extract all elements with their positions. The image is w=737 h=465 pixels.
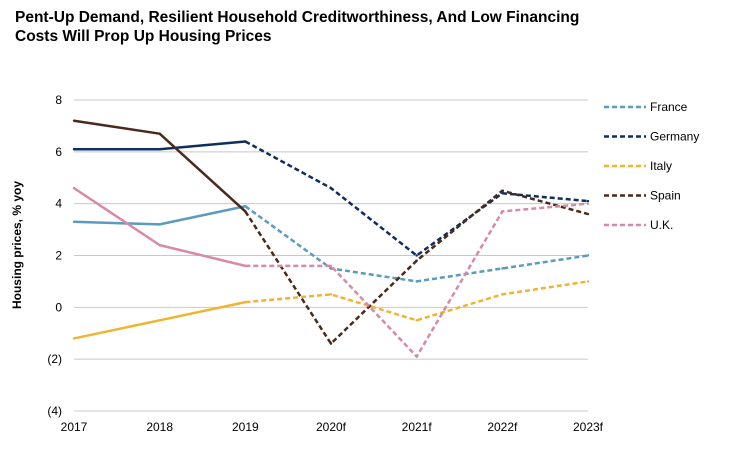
- legend-label: Spain: [650, 189, 681, 203]
- data-point: [329, 186, 333, 190]
- data-point: [72, 186, 76, 190]
- data-point: [329, 267, 333, 270]
- data-point: [329, 264, 333, 268]
- y-tick-label: 6: [55, 145, 62, 159]
- data-point: [158, 148, 161, 151]
- data-point: [158, 319, 161, 322]
- data-point: [72, 148, 76, 151]
- x-tick-label: 2022f: [487, 420, 518, 434]
- legend: France Germany Italy Spain U.K.: [604, 100, 699, 232]
- series-line-actual: [73, 187, 246, 268]
- data-point: [329, 293, 333, 296]
- legend-item: Germany: [604, 130, 699, 144]
- data-point: [415, 254, 418, 257]
- data-point: [415, 259, 418, 262]
- data-point: [415, 319, 418, 322]
- data-point: [501, 267, 504, 270]
- data-point: [244, 264, 247, 268]
- y-axis-label: Housing prices, % yoy: [10, 181, 24, 309]
- x-tick-label: 2021f: [402, 420, 433, 434]
- y-tick-label: (2): [47, 352, 62, 366]
- series-uk: [72, 186, 590, 358]
- data-point: [586, 199, 590, 203]
- y-tick-label: 8: [55, 93, 62, 107]
- data-point: [501, 189, 504, 192]
- series-line-forecast: [244, 205, 589, 283]
- x-axis-ticks: 2017 2018 2019 2020f 2021f 2022f 2023f: [61, 420, 604, 434]
- y-tick-label: 0: [55, 300, 62, 314]
- series-france: [72, 205, 590, 283]
- x-tick-label: 2019: [232, 420, 259, 434]
- legend-item: Spain: [604, 189, 681, 203]
- data-point: [72, 337, 76, 340]
- data-point: [158, 243, 161, 247]
- data-point: [72, 220, 76, 224]
- data-point: [586, 202, 590, 205]
- series-italy: [72, 280, 590, 340]
- series-line-forecast: [245, 280, 589, 322]
- x-tick-label: 2020f: [316, 420, 347, 434]
- data-point: [244, 210, 247, 213]
- data-point: [501, 210, 504, 213]
- data-point: [586, 254, 590, 257]
- series-germany: [72, 140, 590, 257]
- series-spain: [72, 119, 590, 345]
- legend-item: U.K.: [604, 218, 673, 232]
- x-tick-label: 2023f: [573, 420, 604, 434]
- data-point: [415, 355, 418, 358]
- data-point: [244, 140, 247, 143]
- series-line-forecast: [245, 202, 589, 358]
- y-tick-label: (4): [47, 404, 62, 418]
- series-layer: [72, 119, 590, 358]
- data-point: [586, 280, 590, 283]
- data-point: [329, 342, 333, 345]
- legend-item: Italy: [604, 159, 672, 173]
- data-point: [415, 280, 418, 283]
- legend-label: Germany: [650, 130, 699, 144]
- x-tick-label: 2018: [146, 420, 173, 434]
- data-point: [158, 132, 161, 135]
- gridlines: [74, 99, 588, 412]
- legend-label: U.K.: [650, 218, 673, 232]
- data-point: [158, 223, 161, 226]
- data-point: [501, 293, 504, 296]
- y-tick-label: 2: [55, 249, 62, 263]
- data-point: [586, 212, 590, 216]
- data-point: [244, 300, 247, 304]
- series-line-actual: [73, 205, 246, 226]
- legend-item: France: [604, 100, 688, 114]
- y-tick-label: 4: [55, 197, 62, 211]
- data-point: [244, 205, 247, 208]
- data-point: [72, 119, 76, 122]
- series-line-forecast: [244, 140, 589, 257]
- legend-label: Italy: [650, 159, 672, 173]
- legend-label: France: [650, 100, 688, 114]
- chart-title: Pent-Up Demand, Resilient Household Cred…: [15, 9, 580, 45]
- y-axis-ticks: 8 6 4 2 0 (2) (4): [47, 93, 62, 418]
- x-tick-label: 2017: [61, 420, 88, 434]
